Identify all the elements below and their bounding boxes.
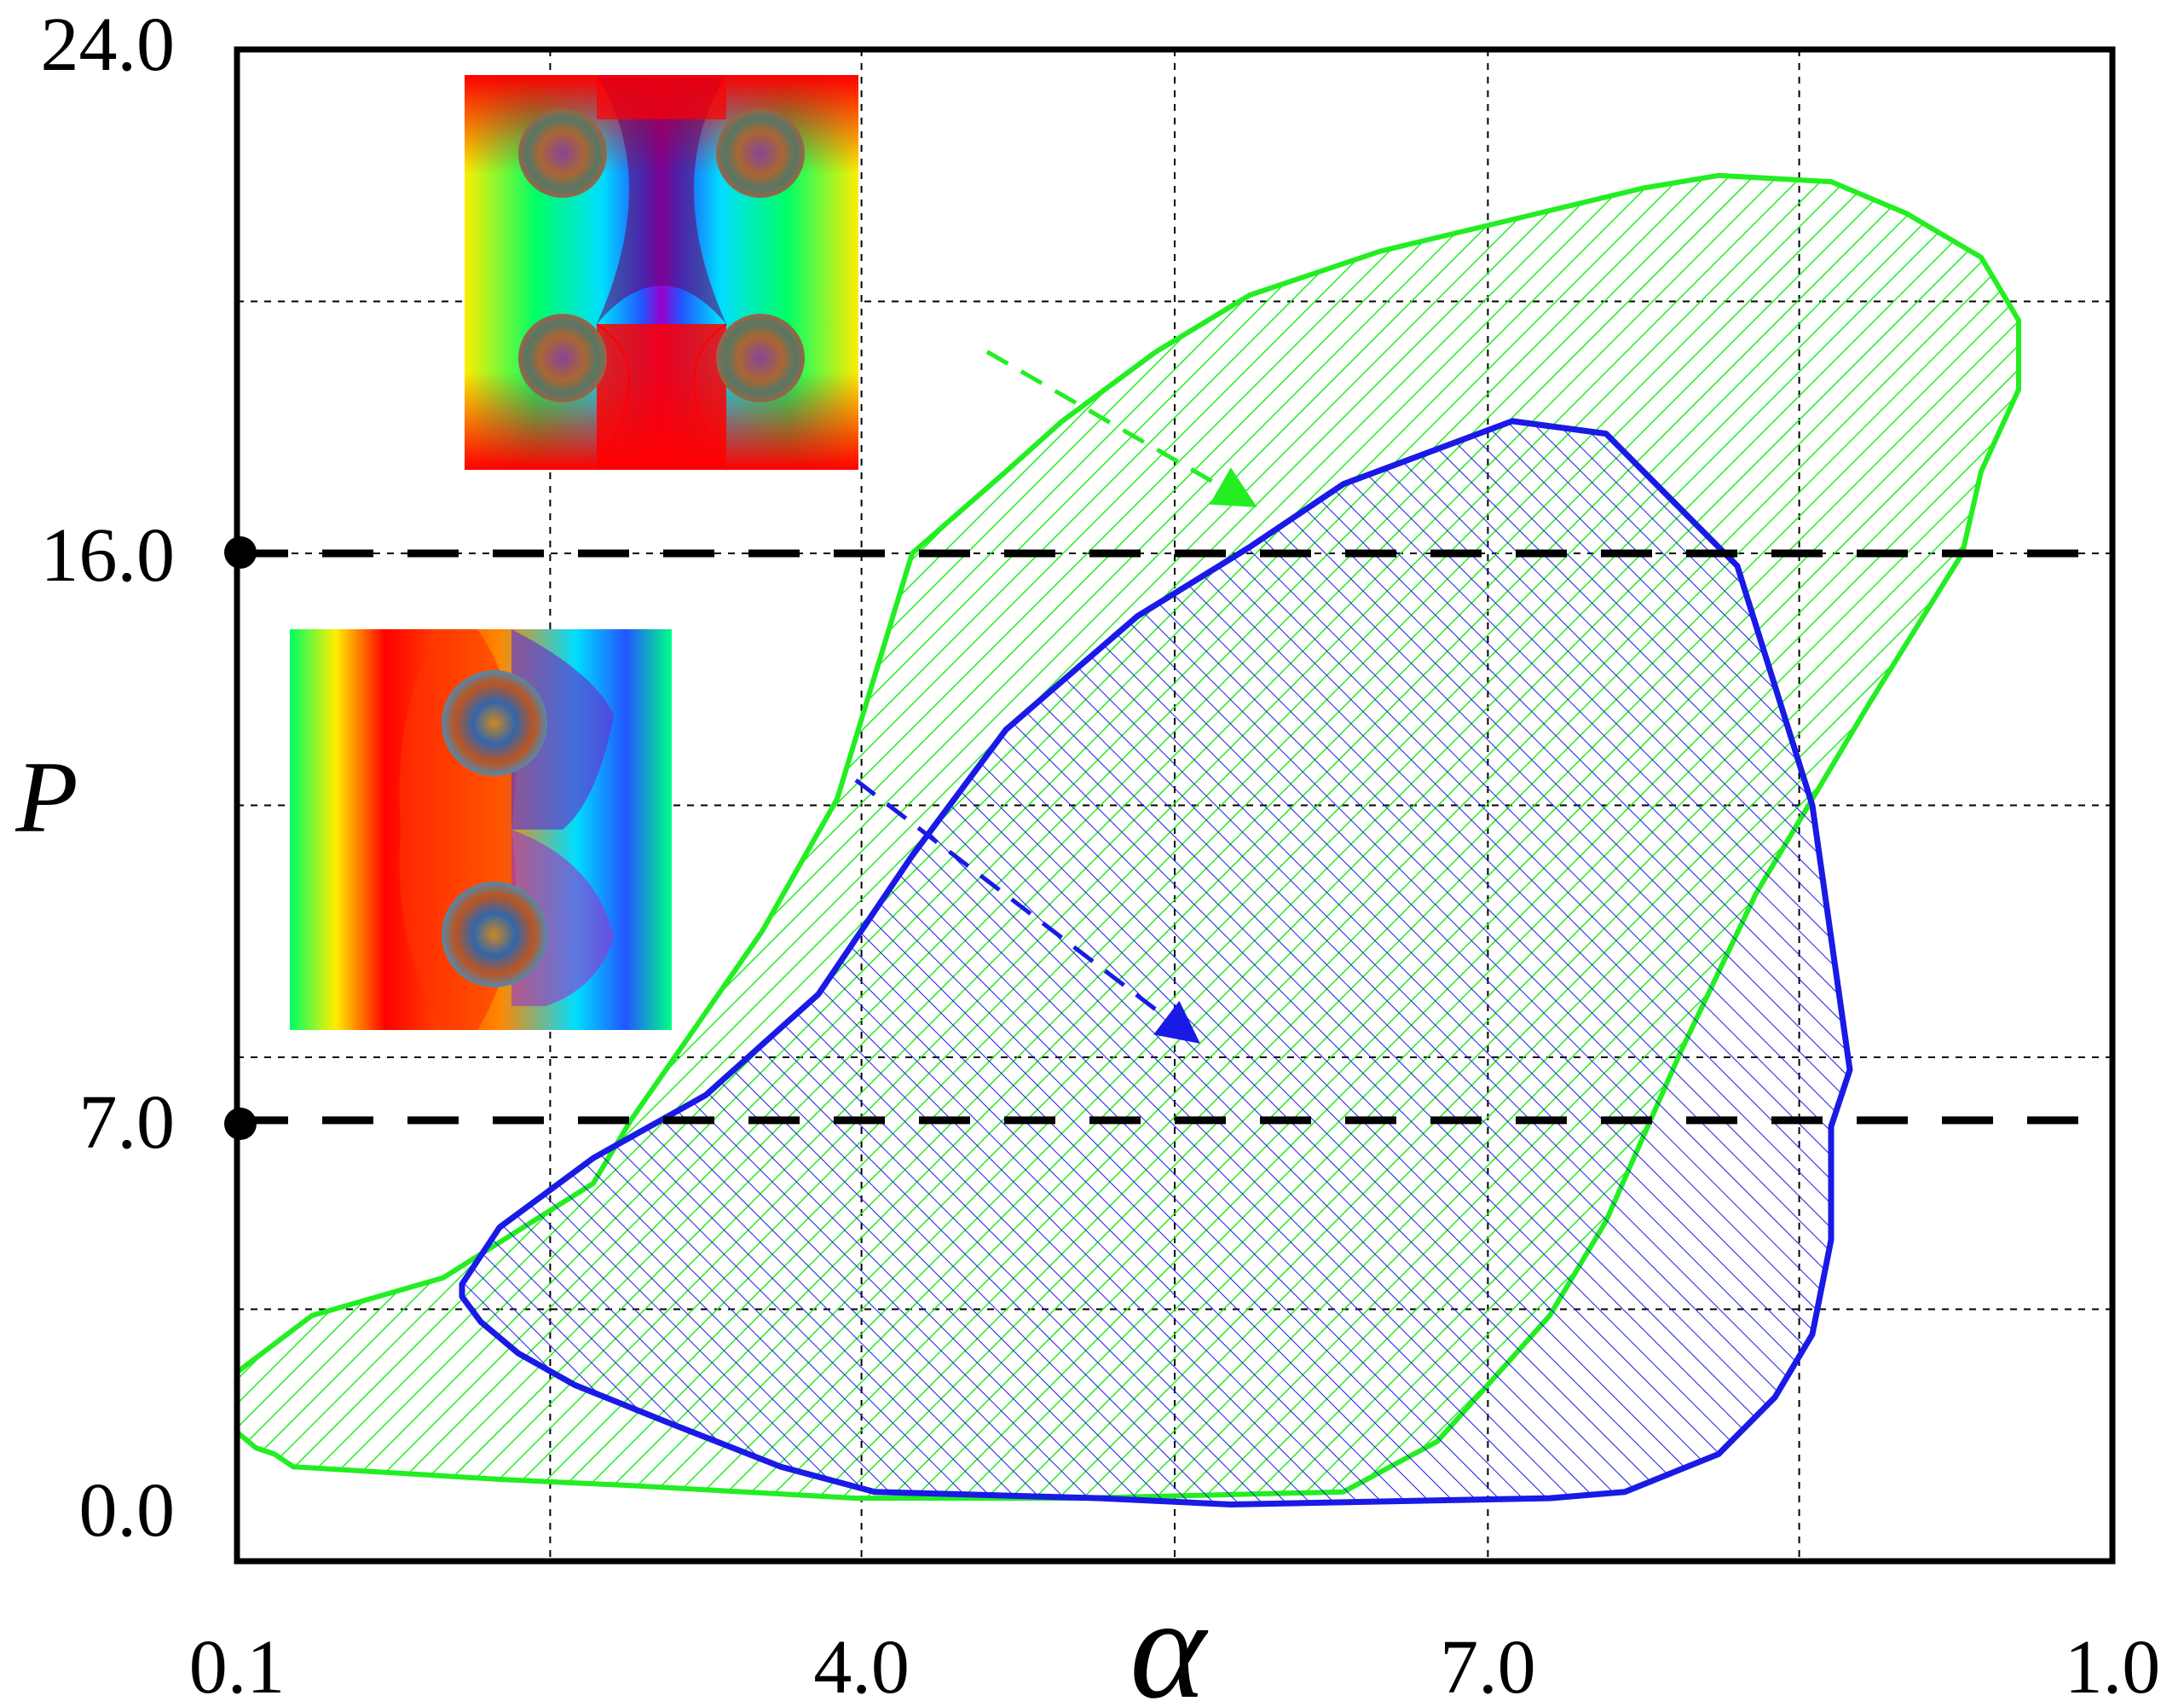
inset-phase-map-two-vortices — [290, 629, 672, 1030]
plot-frame — [234, 46, 2116, 1565]
reference-dot-lower — [224, 1108, 257, 1140]
vortex-core — [716, 109, 805, 198]
x-tick-label: 1.0 — [2065, 1625, 2161, 1707]
vortex-core — [518, 109, 607, 198]
y-tick-label: 24.0 — [41, 3, 176, 87]
y-tick-labels: 0.0 7.0 16.0 24.0 — [41, 3, 176, 1553]
arrow-green-to-outer-region — [985, 350, 1257, 507]
x-tick-label: 4.0 — [813, 1625, 910, 1707]
vortex-core — [442, 882, 547, 987]
x-tick-label: 0.1 — [189, 1625, 286, 1707]
reference-lines — [237, 549, 2112, 1125]
y-tick-label: 7.0 — [79, 1080, 176, 1165]
arrow-blue-to-inner-region — [854, 778, 1200, 1044]
vortex-core — [518, 314, 607, 402]
vortex-core — [442, 670, 547, 776]
region-inner-crosshatched — [459, 418, 1853, 1507]
annotation-arrows — [854, 350, 1257, 1044]
x-axis-title: α — [1130, 1568, 1209, 1707]
vortex-core — [716, 314, 805, 402]
x-tick-label: 7.0 — [1440, 1625, 1536, 1707]
reference-dot-upper — [224, 536, 257, 569]
y-axis-title: P — [14, 740, 78, 854]
x-tick-labels: 0.1 4.0 7.0 1.0 — [189, 1625, 2161, 1707]
y-tick-label: 0.0 — [79, 1468, 176, 1553]
regions-layer — [237, 172, 2021, 1507]
y-tick-label: 16.0 — [41, 513, 176, 598]
inset-phase-map-four-vortices — [465, 75, 858, 471]
